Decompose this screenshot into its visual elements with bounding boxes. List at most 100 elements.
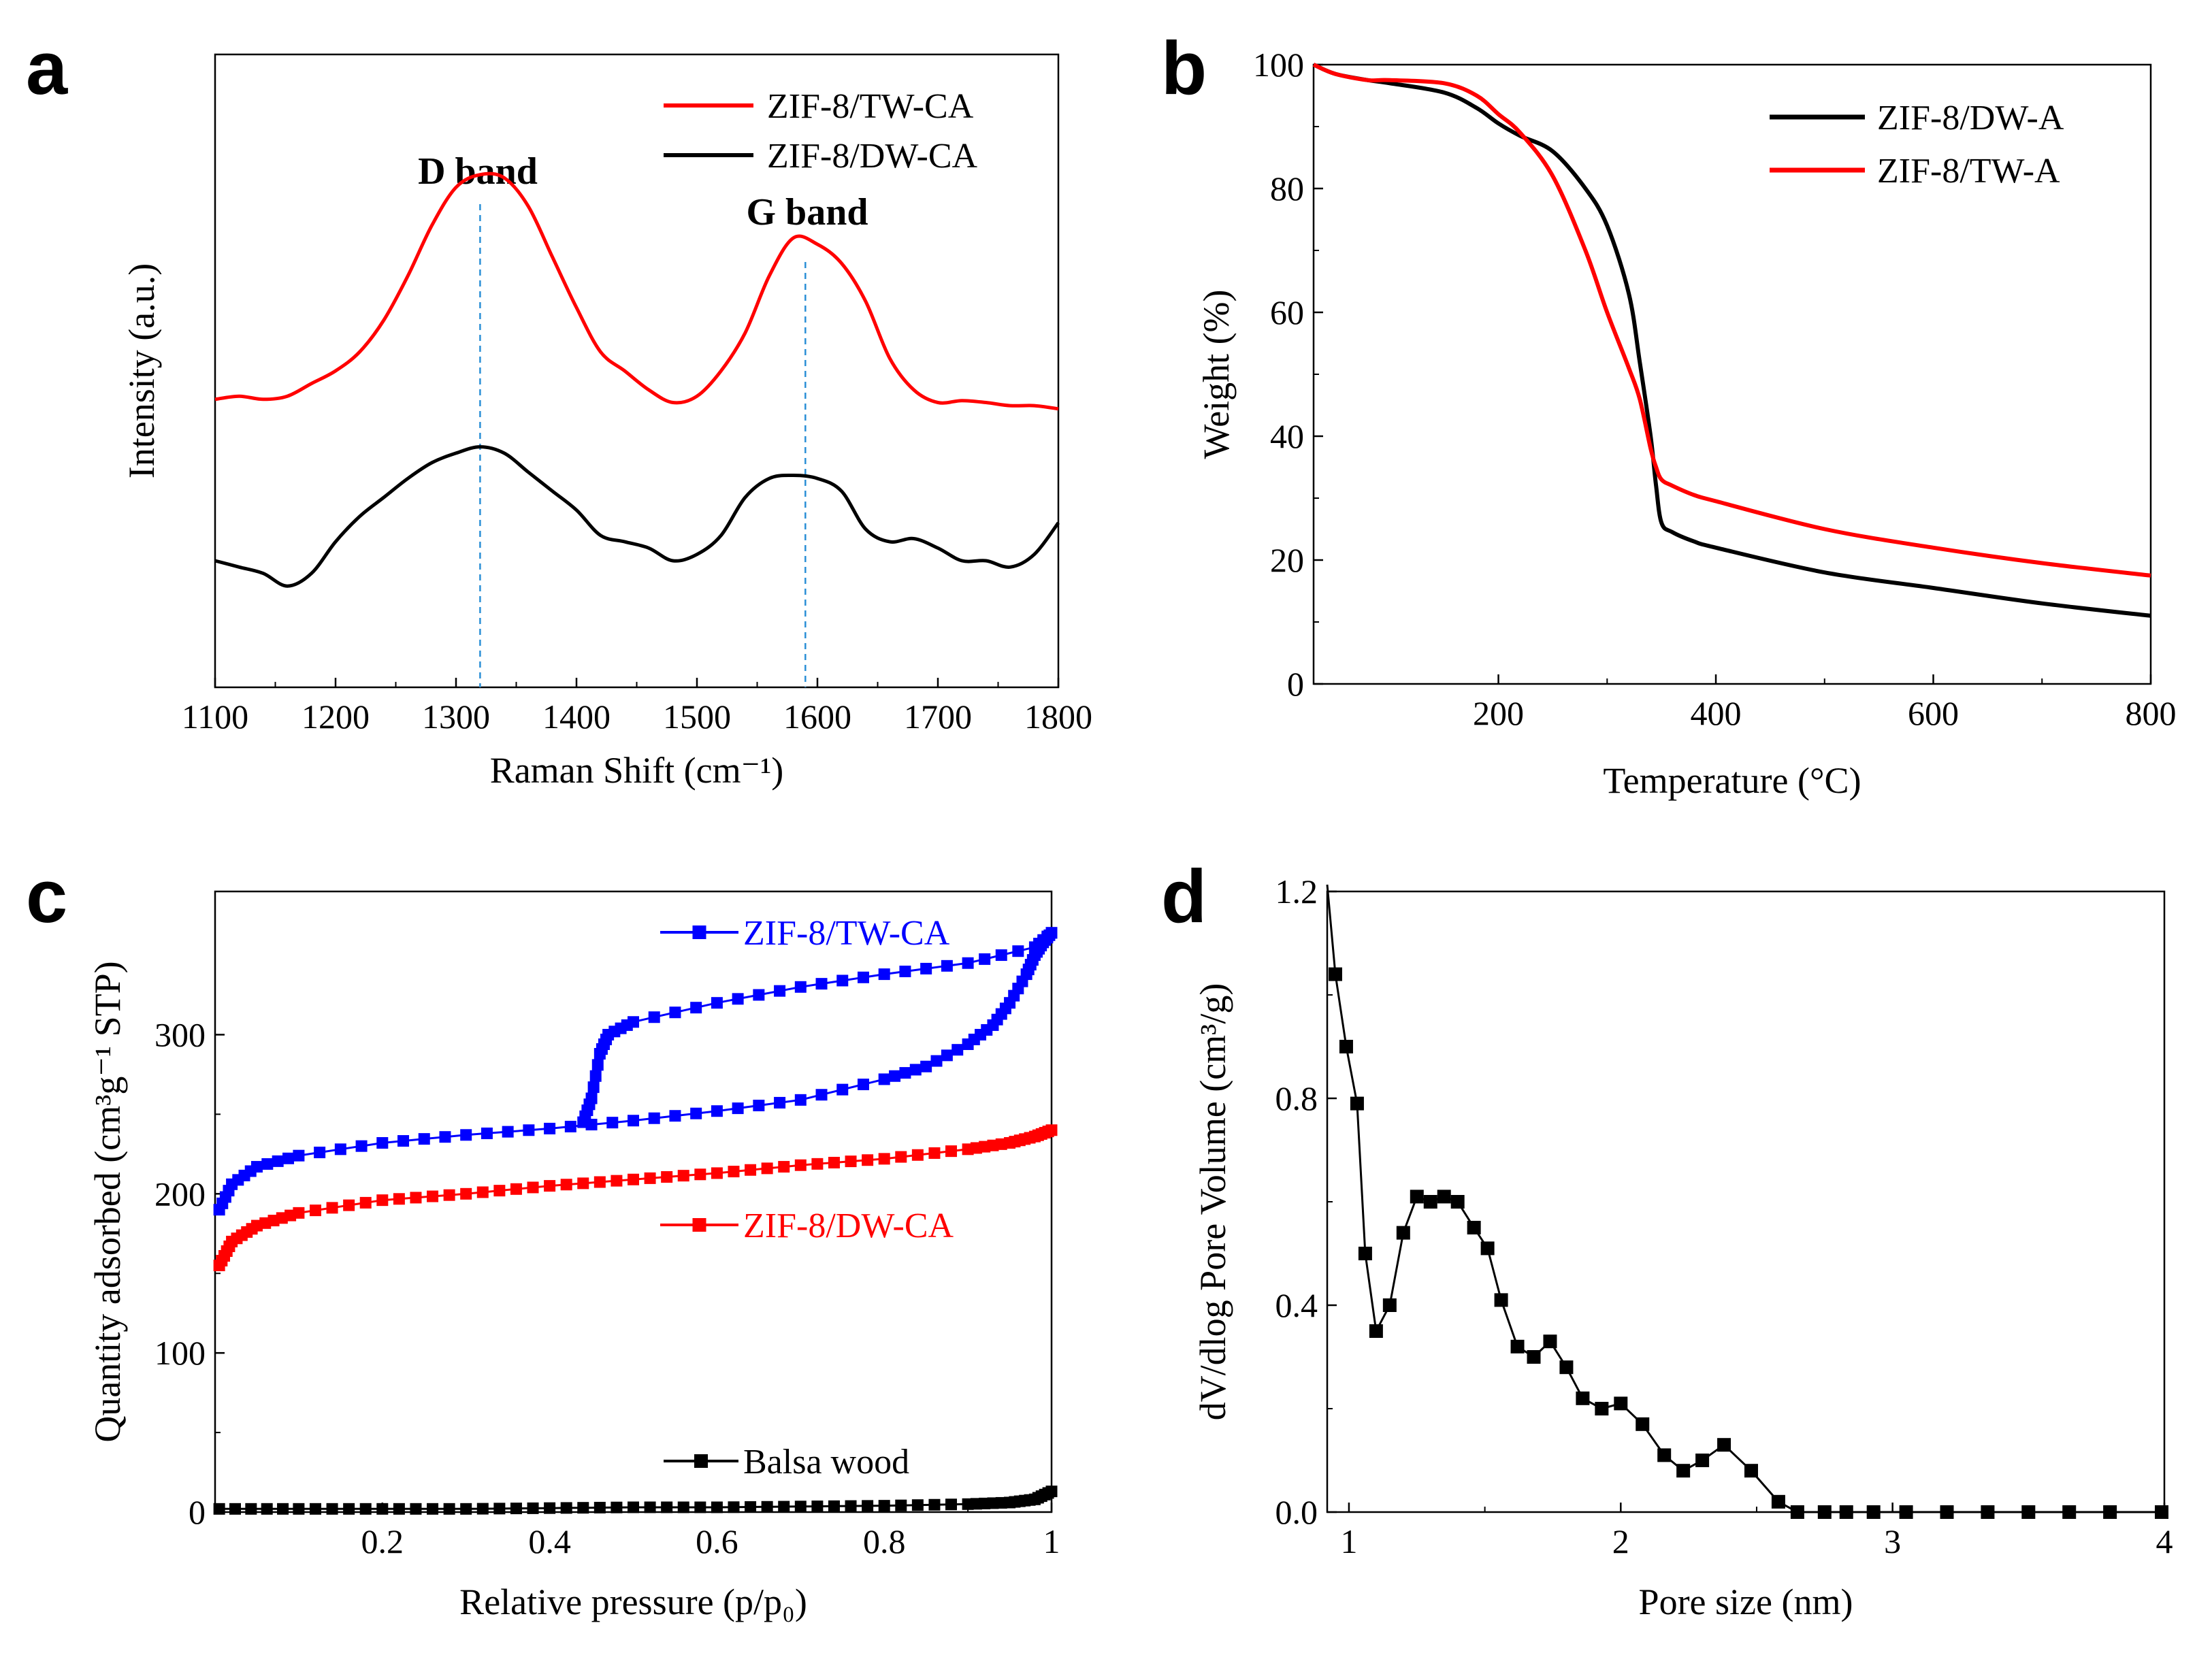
data-point bbox=[410, 1192, 422, 1204]
data-point bbox=[941, 960, 953, 972]
data-point bbox=[811, 1501, 824, 1513]
data-point bbox=[878, 968, 890, 981]
panel-letter: a bbox=[26, 27, 68, 110]
data-point bbox=[527, 1181, 539, 1194]
data-point bbox=[443, 1189, 455, 1201]
data-point bbox=[587, 1081, 600, 1094]
data-point bbox=[690, 1002, 702, 1014]
data-point bbox=[778, 1161, 790, 1173]
data-point bbox=[611, 1175, 623, 1187]
x-tick-label: 0.2 bbox=[361, 1522, 404, 1560]
data-point bbox=[326, 1503, 338, 1515]
x-tick-label: 4 bbox=[2156, 1522, 2173, 1560]
data-point bbox=[229, 1503, 241, 1515]
y-tick-label: 60 bbox=[1270, 293, 1304, 331]
data-point bbox=[376, 1194, 389, 1207]
data-point bbox=[711, 1167, 723, 1179]
data-point bbox=[481, 1127, 493, 1139]
panel-b: 200 400 600 800 0 20 40 60 80 100 Temperature (°C)… bbox=[1161, 27, 2177, 801]
data-point bbox=[1559, 1360, 1574, 1375]
x-tick-label: 1400 bbox=[542, 698, 611, 736]
x-tick-label: 1700 bbox=[904, 698, 972, 736]
data-point bbox=[476, 1186, 489, 1198]
data-point bbox=[857, 971, 869, 983]
data-point bbox=[593, 1176, 606, 1188]
x-tick-label: 1300 bbox=[422, 698, 490, 736]
data-point bbox=[1940, 1505, 1954, 1519]
x-tick-label: 600 bbox=[1908, 694, 1959, 732]
data-point bbox=[794, 1159, 807, 1171]
y-tick-label: 0 bbox=[1287, 665, 1304, 703]
data-point bbox=[1369, 1324, 1383, 1338]
data-point bbox=[527, 1502, 539, 1514]
data-point bbox=[577, 1502, 589, 1514]
y-axis-title: Intensity (a.u.) bbox=[121, 263, 162, 478]
data-point bbox=[945, 1498, 958, 1511]
data-point bbox=[2155, 1505, 2169, 1519]
data-point bbox=[591, 1059, 604, 1071]
data-point bbox=[250, 1161, 263, 1173]
data-point bbox=[845, 1155, 857, 1168]
data-point bbox=[952, 1044, 964, 1056]
legend-label: ZIF-8/DW-CA bbox=[743, 1207, 954, 1245]
data-point bbox=[962, 957, 974, 969]
data-point bbox=[1790, 1505, 1804, 1519]
data-point bbox=[1527, 1350, 1541, 1364]
data-point bbox=[1467, 1221, 1481, 1234]
data-point bbox=[845, 1500, 857, 1512]
data-point bbox=[261, 1158, 274, 1170]
data-point bbox=[857, 1079, 869, 1091]
data-point bbox=[828, 1500, 840, 1512]
data-point bbox=[343, 1503, 355, 1515]
data-point bbox=[510, 1503, 522, 1515]
data-point bbox=[1328, 967, 1342, 981]
legend-marker bbox=[692, 925, 706, 939]
panel-a: 1100 1200 1300 1400 1500 1600 1700 1800 Raman Sh… bbox=[26, 27, 1092, 791]
data-point bbox=[628, 1501, 639, 1513]
data-point bbox=[628, 1173, 639, 1185]
data-point bbox=[928, 1147, 941, 1159]
legend-marker bbox=[694, 1454, 708, 1468]
data-point bbox=[376, 1136, 389, 1149]
data-point bbox=[878, 1073, 890, 1085]
data-point bbox=[1657, 1448, 1672, 1462]
x-tick-label: 0.6 bbox=[696, 1522, 738, 1560]
data-point bbox=[272, 1155, 284, 1167]
data-point bbox=[836, 1083, 849, 1096]
data-point bbox=[1866, 1505, 1881, 1519]
data-point bbox=[593, 1501, 606, 1513]
data-point bbox=[778, 1501, 790, 1513]
data-point bbox=[460, 1503, 472, 1515]
data-point bbox=[1396, 1226, 1410, 1240]
data-point bbox=[343, 1199, 355, 1211]
data-point bbox=[261, 1503, 273, 1515]
y-tick-label: 0.0 bbox=[1275, 1493, 1318, 1531]
series-tw-ca bbox=[214, 171, 1059, 411]
data-point bbox=[1744, 1464, 1758, 1478]
data-point bbox=[359, 1503, 372, 1515]
data-point bbox=[1636, 1417, 1650, 1431]
legend-label: ZIF-8/DW-A bbox=[1877, 99, 2064, 137]
data-point bbox=[794, 1094, 807, 1106]
panel-letter: b bbox=[1161, 27, 1207, 110]
data-point bbox=[460, 1129, 472, 1141]
panel-d: 1 2 3 4 0.0 0.4 0.8 1.2 Pore size (nm) dV/dlog Po… bbox=[1161, 855, 2173, 1622]
data-point bbox=[460, 1187, 472, 1200]
data-point bbox=[941, 1049, 953, 1062]
data-point bbox=[1543, 1334, 1557, 1349]
data-point bbox=[443, 1503, 455, 1515]
data-point bbox=[1595, 1402, 1609, 1415]
data-point bbox=[815, 1089, 828, 1101]
x-tick-label: 1800 bbox=[1024, 698, 1092, 736]
y-tick-label: 40 bbox=[1270, 417, 1304, 455]
series-dw-ca bbox=[214, 445, 1060, 588]
data-point bbox=[694, 1501, 706, 1513]
data-point bbox=[1510, 1339, 1525, 1354]
x-tick-label: 2 bbox=[1612, 1522, 1629, 1560]
data-point bbox=[606, 1117, 619, 1129]
data-point bbox=[728, 1501, 740, 1513]
data-point bbox=[427, 1190, 439, 1202]
data-point bbox=[2021, 1505, 2036, 1519]
x-tick-label: 400 bbox=[1691, 694, 1742, 732]
data-point bbox=[393, 1503, 405, 1515]
